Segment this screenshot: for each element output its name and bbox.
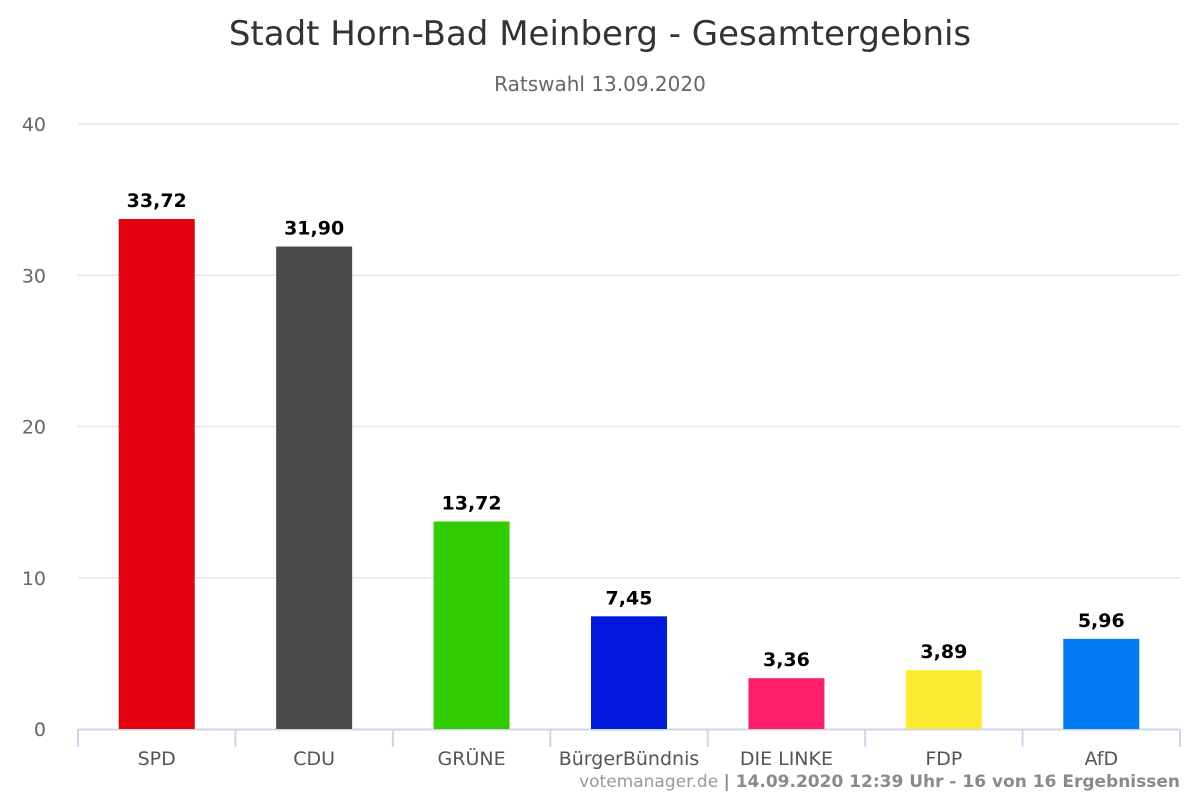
chart-subtitle: Ratswahl 13.09.2020 — [494, 72, 706, 96]
y-tick-label: 0 — [34, 719, 46, 741]
data-label: 7,45 — [606, 587, 653, 609]
footer-status: | 14.09.2020 12:39 Uhr - 16 von 16 Ergeb… — [723, 772, 1180, 792]
data-label: 33,72 — [127, 190, 187, 212]
x-tick-label: GRÜNE — [438, 747, 506, 770]
footer-credits: votemanager.de | 14.09.2020 12:39 Uhr - … — [579, 772, 1180, 792]
x-tick-label: CDU — [293, 748, 335, 770]
x-tick-label: FDP — [925, 748, 962, 770]
chart-title: Stadt Horn-Bad Meinberg - Gesamtergebnis — [228, 14, 972, 54]
y-tick-label: 30 — [22, 265, 46, 287]
y-tick-label: 20 — [22, 417, 46, 439]
data-label: 3,36 — [763, 649, 810, 671]
bar-gr-ne — [433, 521, 510, 729]
y-tick-label: 40 — [22, 114, 46, 136]
bar-spd — [118, 218, 195, 730]
bar-afd — [1063, 638, 1140, 729]
x-tick-label: AfD — [1084, 748, 1118, 770]
bar-cdu — [276, 246, 353, 729]
bar-b-rgerb-ndnis — [591, 616, 667, 729]
data-label: 5,96 — [1078, 610, 1125, 632]
bar-fdp — [905, 670, 982, 729]
data-label: 3,89 — [920, 641, 967, 663]
data-label: 31,90 — [284, 218, 344, 240]
x-tick-label: SPD — [138, 748, 176, 770]
x-tick-label: BürgerBündnis — [559, 748, 700, 770]
footer-source-link[interactable]: votemanager.de — [579, 772, 719, 792]
y-tick-label: 10 — [22, 568, 46, 590]
bar-die-linke — [748, 678, 825, 729]
x-tick-label: DIE LINKE — [740, 748, 833, 770]
data-label: 13,72 — [442, 492, 502, 514]
